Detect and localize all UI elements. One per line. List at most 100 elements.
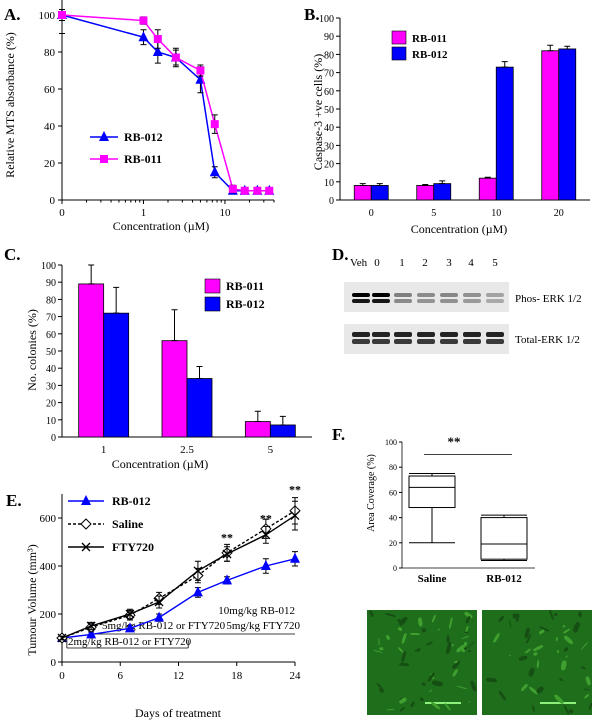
data-point [153,35,162,44]
data-point [58,11,66,19]
blot-band [394,299,412,303]
panel-d-blot: Veh 0 1 2 3 4 5 Phos- ERK 1/2 Total-ERK 1/2 [344,257,582,354]
fluorescent-speck [397,646,404,654]
fluorescent-speck [385,612,397,618]
series-line-rb-011 [61,14,270,192]
bar-rb-012 [370,185,389,201]
fluorescent-speck [558,677,563,682]
panel-f-sig: ** [448,434,461,449]
fluorescent-speck [410,632,420,635]
series-line-rb-012 [61,14,270,192]
error-bar [359,183,366,186]
bar-rb-011 [244,421,271,438]
blot-band [463,332,481,337]
y-tick-label: 600 [40,513,57,525]
significance-marker: ** [260,511,272,525]
scale-bar [425,702,461,704]
dosing-label-10mg: 10mg/kg RB-012 [218,605,295,617]
blot-band [372,332,390,337]
error-bar [171,309,178,342]
data-point [228,184,237,193]
fluorescent-speck [565,654,569,658]
y-tick-label: 50 [46,347,56,358]
fluorescent-speck [437,628,441,632]
blot-row-label: Total-ERK 1/2 [515,334,580,346]
data-point [125,609,135,619]
panel-d-letter: D. [332,245,349,264]
data-point [290,552,300,563]
lane-label: 1 [399,257,405,269]
bar-rb-011 [541,50,560,201]
series-line-saline [61,510,296,639]
data-point [222,549,232,559]
y-tick-label: 90 [324,32,334,43]
legend-label: RB-011 [412,33,447,45]
y-tick-label: 10 [46,416,56,427]
panel-a-xlabel: Concentration (µM) [113,219,210,233]
y-tick-label: 20 [324,160,334,171]
y-tick-label: 20 [46,399,56,410]
fluorescent-speck [519,683,529,693]
fluorescent-speck [531,705,536,714]
legend-marker [80,518,92,530]
data-point [240,186,249,195]
data-point [138,31,149,42]
fluorescent-speck [401,632,408,644]
y-tick-label: 80 [389,463,397,472]
fluorescent-speck [398,706,405,713]
fluorescent-speck [445,641,453,654]
y-tick-label: 100 [41,261,56,272]
y-tick-label: 200 [40,609,57,621]
y-tick-label: 40 [389,514,397,523]
legend-marker [99,131,109,141]
data-point [139,16,148,25]
bar-rb-011 [478,177,497,201]
fluorescent-speck [469,680,477,692]
data-point [86,628,97,639]
blot-band [394,332,412,337]
fluorescent-speck [464,615,471,625]
fluorescent-speck [536,660,540,669]
dosing-label-2mg: 2mg/kg RB-012 or FTY720 [68,636,192,648]
bar-rb-012 [186,378,213,438]
fluorescent-speck [485,677,497,683]
data-point [209,166,220,177]
fluorescent-speck [538,628,545,635]
fluorescent-speck [555,637,559,642]
micrograph-rb012 [482,610,592,715]
fluorescent-speck [581,666,587,670]
y-tick-label: 10 [324,178,334,189]
y-tick-label: 80 [46,295,56,306]
blot-band [486,299,504,303]
blot-band [463,299,481,303]
fluorescent-speck [587,700,592,711]
y-tick-label: 80 [324,50,334,61]
fluorescent-speck [464,641,468,647]
panel-b-plot: 0 10 20 30 40 50 60 70 80 90 100 0 5 10 20 RB-011 RB-012 [319,14,590,219]
fluorescent-speck [429,688,433,692]
fluorescent-speck [561,624,566,629]
x-tick-label: 12 [173,670,184,682]
blot-band [417,339,435,344]
fluorescent-speck [524,648,532,655]
blot-band [372,339,390,344]
error-bar [196,365,203,380]
blot-band [352,339,370,344]
panel-b-ylabel: Caspase-3 +ve cells (%) [311,54,325,170]
fluorescent-speck [448,616,453,629]
fluorescent-speck [467,641,475,649]
panel-f-ylabel: Area Coverage (%) [366,454,377,532]
fluorescent-speck [582,688,590,691]
data-point [290,511,300,521]
fluorescent-speck [410,700,416,708]
bar-rb-012 [495,66,514,201]
error-bar [564,45,571,50]
fluorescent-speck [560,659,567,671]
x-tick-label: 10 [491,208,501,219]
fluorescent-speck [467,700,471,704]
y-tick-label: 60 [44,84,56,96]
fluorescent-speck [417,617,423,627]
blot-band [463,339,481,344]
panel-b-xlabel: Concentration (µM) [411,222,508,236]
data-point [154,597,164,607]
